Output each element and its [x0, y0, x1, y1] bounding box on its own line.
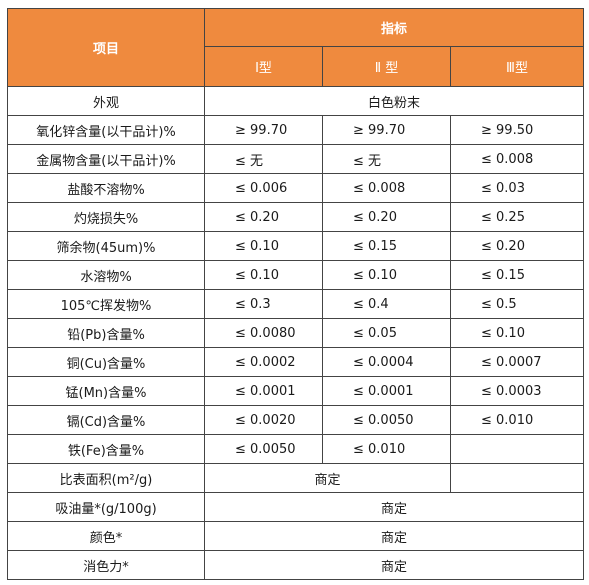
row-merged-value: 商定	[204, 463, 451, 493]
table-row: 锰(Mn)含量% ≤ 0.0001 ≤ 0.0001 ≤ 0.0003	[7, 376, 585, 406]
row-merged-value: 商定	[203, 521, 585, 551]
row-label: 铁(Fe)含量%	[7, 434, 205, 464]
cell-type-2: ≤ 0.4	[322, 289, 451, 319]
table-row: 灼烧损失% ≤ 0.20 ≤ 0.20 ≤ 0.25	[7, 202, 585, 232]
cell-type-3	[449, 434, 585, 464]
row-label: 105℃挥发物%	[7, 289, 205, 319]
table-row: 氧化锌含量(以干品计)% ≥ 99.70 ≥ 99.70 ≥ 99.50	[7, 115, 585, 145]
row-label: 水溶物%	[7, 260, 205, 290]
cell-type-2: ≤ 无	[322, 144, 451, 174]
row-label: 锰(Mn)含量%	[7, 376, 205, 406]
cell-type-3: ≤ 0.010	[449, 405, 585, 435]
row-merged-value: 商定	[203, 550, 585, 580]
row-label: 吸油量*(g/100g)	[7, 492, 205, 522]
cell-type-2: ≤ 0.010	[322, 434, 451, 464]
table-row: 铁(Fe)含量% ≤ 0.0050 ≤ 0.010	[7, 434, 585, 464]
header-type-3: Ⅲ型	[449, 46, 585, 87]
row-label: 金属物含量(以干品计)%	[7, 144, 205, 174]
row-label: 颜色*	[7, 521, 205, 551]
cell-type-3: ≤ 0.008	[449, 144, 585, 174]
cell-type-1: ≤ 0.0002	[204, 347, 323, 377]
cell-type-3: ≤ 0.03	[449, 173, 585, 203]
table-header: 项目 指标 I型 Ⅱ 型 Ⅲ型	[7, 8, 585, 87]
cell-type-1: ≤ 0.0050	[204, 434, 323, 464]
cell-type-1: ≤ 0.10	[204, 260, 323, 290]
header-item: 项目	[7, 8, 205, 87]
row-label: 灼烧损失%	[7, 202, 205, 232]
cell-type-2: ≤ 0.20	[322, 202, 451, 232]
header-type-1: I型	[204, 46, 323, 87]
table-row: 铜(Cu)含量% ≤ 0.0002 ≤ 0.0004 ≤ 0.0007	[7, 347, 585, 377]
cell-type-2: ≤ 0.15	[322, 231, 451, 261]
cell-type-2: ≤ 0.008	[322, 173, 451, 203]
cell-type-3: ≤ 0.5	[449, 289, 585, 319]
row-merged-value: 白色粉末	[203, 86, 585, 116]
cell-type-3: ≥ 99.50	[449, 115, 585, 145]
cell-type-2: ≤ 0.10	[322, 260, 451, 290]
cell-type-3: ≤ 0.20	[449, 231, 585, 261]
cell-type-1: ≤ 0.20	[204, 202, 323, 232]
cell-type-3: ≤ 0.25	[449, 202, 585, 232]
row-label: 外观	[7, 86, 205, 116]
cell-type-2: ≤ 0.0001	[322, 376, 451, 406]
table-row: 铅(Pb)含量% ≤ 0.0080 ≤ 0.05 ≤ 0.10	[7, 318, 585, 348]
cell-type-1: ≤ 0.006	[204, 173, 323, 203]
cell-type-1: ≤ 0.10	[204, 231, 323, 261]
row-label: 比表面积(m²/g)	[7, 463, 205, 493]
row-label: 铜(Cu)含量%	[7, 347, 205, 377]
cell-type-3: ≤ 0.0007	[449, 347, 585, 377]
cell-type-1: ≤ 0.3	[204, 289, 323, 319]
table-row: 颜色* 商定	[7, 521, 585, 551]
header-indicator: 指标	[203, 8, 585, 47]
table-row: 比表面积(m²/g) 商定	[7, 463, 585, 493]
table-row: 金属物含量(以干品计)% ≤ 无 ≤ 无 ≤ 0.008	[7, 144, 585, 174]
spec-table: 项目 指标 I型 Ⅱ 型 Ⅲ型 外观 白色粉末 氧化锌含量(以干品计)% ≥ 9…	[7, 8, 585, 580]
cell-type-3	[449, 463, 585, 493]
table-row: 水溶物% ≤ 0.10 ≤ 0.10 ≤ 0.15	[7, 260, 585, 290]
table-row: 消色力* 商定	[7, 550, 585, 580]
table-row: 吸油量*(g/100g) 商定	[7, 492, 585, 522]
cell-type-1: ≥ 99.70	[204, 115, 323, 145]
row-label: 氧化锌含量(以干品计)%	[7, 115, 205, 145]
table-row: 镉(Cd)含量% ≤ 0.0020 ≤ 0.0050 ≤ 0.010	[7, 405, 585, 435]
row-label: 消色力*	[7, 550, 205, 580]
row-label: 盐酸不溶物%	[7, 173, 205, 203]
table-row: 筛余物(45um)% ≤ 0.10 ≤ 0.15 ≤ 0.20	[7, 231, 585, 261]
cell-type-2: ≤ 0.05	[322, 318, 451, 348]
table-body: 外观 白色粉末 氧化锌含量(以干品计)% ≥ 99.70 ≥ 99.70 ≥ 9…	[7, 86, 585, 580]
row-label: 镉(Cd)含量%	[7, 405, 205, 435]
cell-type-2: ≤ 0.0004	[322, 347, 451, 377]
row-label: 筛余物(45um)%	[7, 231, 205, 261]
cell-type-2: ≤ 0.0050	[322, 405, 451, 435]
row-label: 铅(Pb)含量%	[7, 318, 205, 348]
cell-type-1: ≤ 0.0080	[204, 318, 323, 348]
header-type-2: Ⅱ 型	[322, 46, 451, 87]
cell-type-1: ≤ 无	[204, 144, 323, 174]
table-row: 105℃挥发物% ≤ 0.3 ≤ 0.4 ≤ 0.5	[7, 289, 585, 319]
cell-type-2: ≥ 99.70	[322, 115, 451, 145]
row-merged-value: 商定	[203, 492, 585, 522]
cell-type-3: ≤ 0.0003	[449, 376, 585, 406]
table-row: 外观 白色粉末	[7, 86, 585, 116]
table-row: 盐酸不溶物% ≤ 0.006 ≤ 0.008 ≤ 0.03	[7, 173, 585, 203]
cell-type-1: ≤ 0.0020	[204, 405, 323, 435]
cell-type-1: ≤ 0.0001	[204, 376, 323, 406]
cell-type-3: ≤ 0.10	[449, 318, 585, 348]
cell-type-3: ≤ 0.15	[449, 260, 585, 290]
